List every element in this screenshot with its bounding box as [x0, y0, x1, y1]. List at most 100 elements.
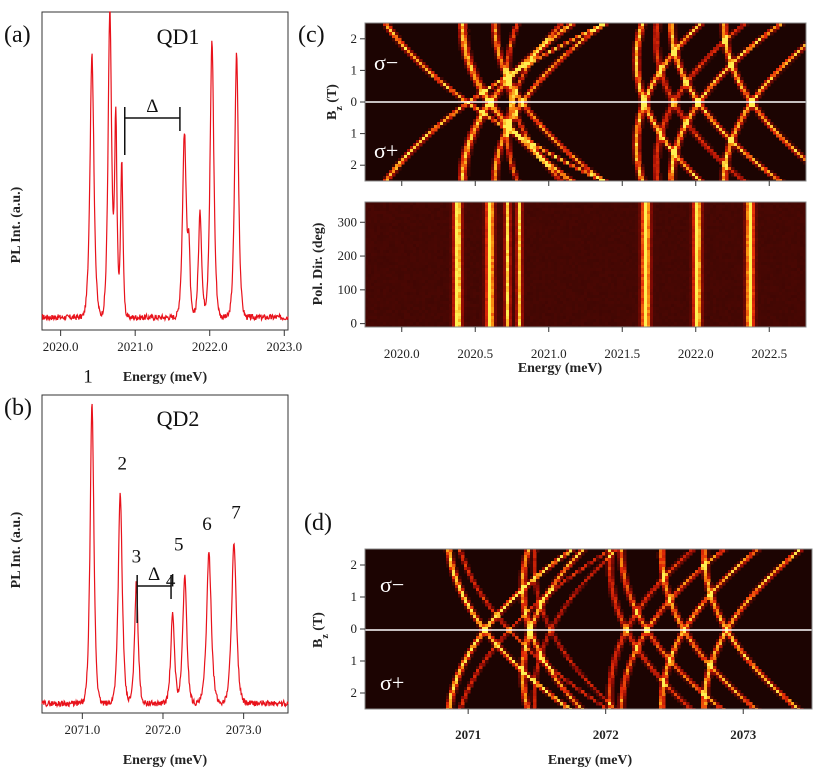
heat-cell [446, 244, 450, 248]
heat-cell [770, 77, 774, 81]
heat-cell [509, 95, 513, 99]
heat-cell [758, 226, 762, 230]
heat-cell [488, 238, 492, 242]
heat-cell [638, 56, 642, 60]
heat-cell [425, 202, 429, 206]
heat-cell [794, 149, 798, 153]
heat-cell [773, 77, 777, 81]
heat-cell [542, 155, 546, 159]
heat-cell [515, 253, 519, 257]
heat-cell [632, 59, 636, 63]
heat-cell [401, 229, 405, 233]
heat-cell [692, 125, 696, 129]
heat-cell [779, 71, 783, 75]
heat-cell [779, 217, 783, 221]
heat-cell [650, 110, 654, 114]
heat-cell [674, 140, 678, 144]
heat-cell [524, 59, 528, 63]
heat-cell [461, 23, 465, 27]
heat-cell [500, 149, 504, 153]
heat-cell [743, 83, 747, 87]
heat-cell [398, 38, 402, 42]
heat-cell [539, 125, 543, 129]
heat-cell [494, 41, 498, 45]
heat-cell [767, 238, 771, 242]
heat-cell [470, 74, 474, 78]
heat-cell [494, 113, 498, 117]
heat-cell [605, 205, 609, 209]
heat-cell [476, 208, 480, 212]
heat-cell [728, 158, 732, 162]
heat-cell [398, 217, 402, 221]
heat-cell [710, 86, 714, 90]
heat-cell [488, 214, 492, 218]
heat-cell [722, 68, 726, 72]
heat-cell [545, 53, 549, 57]
heat-cell [374, 214, 378, 218]
heat-cell [587, 202, 591, 206]
heat-cell [539, 208, 543, 212]
heat-cell [713, 83, 717, 87]
heat-cell [467, 238, 471, 242]
heat-cell [746, 220, 750, 224]
heat-cell [659, 122, 663, 126]
heat-cell [437, 232, 441, 236]
heat-cell [641, 107, 645, 111]
heat-cell [536, 202, 540, 206]
heat-cell [509, 211, 513, 215]
heat-cell [737, 74, 741, 78]
heat-cell [374, 223, 378, 227]
heat-cell [461, 247, 465, 251]
heat-cell [455, 256, 459, 260]
heat-cell [461, 161, 465, 165]
heat-cell [443, 208, 447, 212]
heat-cell [770, 176, 774, 180]
heat-cell [443, 214, 447, 218]
heat-cell [386, 217, 390, 221]
heat-cell [527, 250, 531, 254]
heat-cell [674, 56, 678, 60]
heat-cell [623, 247, 627, 251]
heat-cell [722, 74, 726, 78]
heat-cell [458, 32, 462, 36]
heat-cell [491, 44, 495, 48]
heat-cell [740, 229, 744, 233]
heat-cell [428, 131, 432, 135]
heat-cell [662, 119, 666, 123]
heat-cell [395, 250, 399, 254]
heat-cell [416, 62, 420, 66]
heat-cell [767, 244, 771, 248]
heat-cell [464, 170, 468, 174]
heat-cell [431, 226, 435, 230]
heat-cell [395, 223, 399, 227]
heat-cell [572, 202, 576, 206]
heat-cell [743, 86, 747, 90]
heat-cell [545, 214, 549, 218]
heat-cell [533, 211, 537, 215]
heat-cell [788, 223, 792, 227]
heat-cell [602, 232, 606, 236]
heat-cell [428, 208, 432, 212]
heat-cell [437, 202, 441, 206]
heat-cell [530, 89, 534, 93]
heat-cell [725, 158, 729, 162]
heat-cell [509, 134, 513, 138]
heat-cell [788, 244, 792, 248]
heat-cell [557, 146, 561, 150]
heat-cell [698, 241, 702, 245]
heat-cell [785, 247, 789, 251]
heat-cell [704, 59, 708, 63]
heat-cell [389, 247, 393, 251]
heat-cell [755, 92, 759, 96]
heat-cell [659, 208, 663, 212]
heat-cell [734, 247, 738, 251]
heat-cell [659, 253, 663, 257]
heat-cell [638, 116, 642, 120]
heat-cell [740, 113, 744, 117]
heat-cell [632, 220, 636, 224]
heat-cell [746, 98, 750, 102]
heat-cell [416, 244, 420, 248]
heat-cell [692, 208, 696, 212]
heat-cell [494, 98, 498, 102]
heat-cell [464, 26, 468, 30]
